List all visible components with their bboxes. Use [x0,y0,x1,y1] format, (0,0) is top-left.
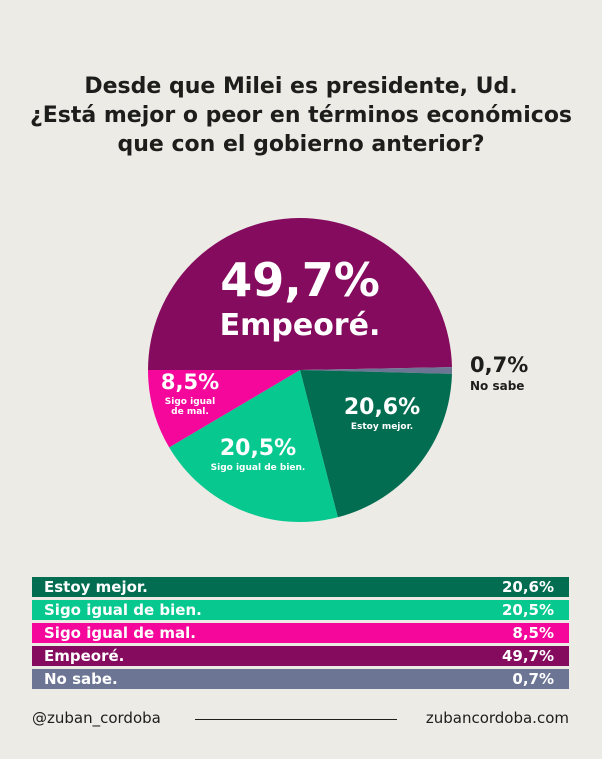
pie-slice [148,218,452,370]
label-mal-text-line-2: de mal. [171,407,209,417]
label-nosabe-text: No sabe [470,379,524,393]
table-row: Sigo igual de mal. 8,5% [32,623,569,643]
table-row: Empeoré. 49,7% [32,646,569,666]
row-value: 8,5% [512,624,554,642]
row-label: No sabe. [44,670,118,688]
footer-divider [195,719,397,720]
table-row: Sigo igual de bien. 20,5% [32,600,569,620]
title-line-1: Desde que Milei es presidente, Ud. [84,74,518,99]
row-value: 20,6% [501,578,554,596]
pie-slice [300,367,452,374]
title-line-3: que con el gobierno anterior? [117,132,485,157]
label-mejor-value: 20,6% [344,395,420,420]
title-line-2: ¿Está mejor o peor en términos económico… [29,103,573,128]
label-mal-text-line-1: Sigo igual [165,397,215,407]
label-bien-text: Sigo igual de bien. [211,463,306,473]
row-label: Sigo igual de bien. [44,601,202,619]
results-table: Estoy mejor. 20,6% Sigo igual de bien. 2… [32,577,569,692]
social-handle: @zuban_cordoba [32,709,161,727]
row-label: Empeoré. [44,647,125,665]
row-value: 0,7% [512,670,554,688]
label-mejor-text: Estoy mejor. [351,422,413,432]
label-empeore-value: 49,7% [220,253,380,307]
pie-slice [148,370,300,448]
footer: @zuban_cordoba zubancordoba.com [32,707,569,731]
table-row: No sabe. 0,7% [32,669,569,689]
pie-slice [169,370,338,523]
row-label: Sigo igual de mal. [44,624,196,642]
row-value: 20,5% [501,601,554,619]
row-label: Estoy mejor. [44,578,148,596]
label-mal-value: 8,5% [161,370,219,394]
label-nosabe-value: 0,7% [470,353,528,377]
website-link: zubancordoba.com [425,709,569,727]
label-empeore-text: Empeoré. [220,308,381,343]
pie-slice [300,370,452,518]
label-bien-value: 20,5% [220,436,296,461]
chart-title: Desde que Milei es presidente, Ud. ¿Está… [0,72,602,159]
row-value: 49,7% [501,647,554,665]
table-row: Estoy mejor. 20,6% [32,577,569,597]
